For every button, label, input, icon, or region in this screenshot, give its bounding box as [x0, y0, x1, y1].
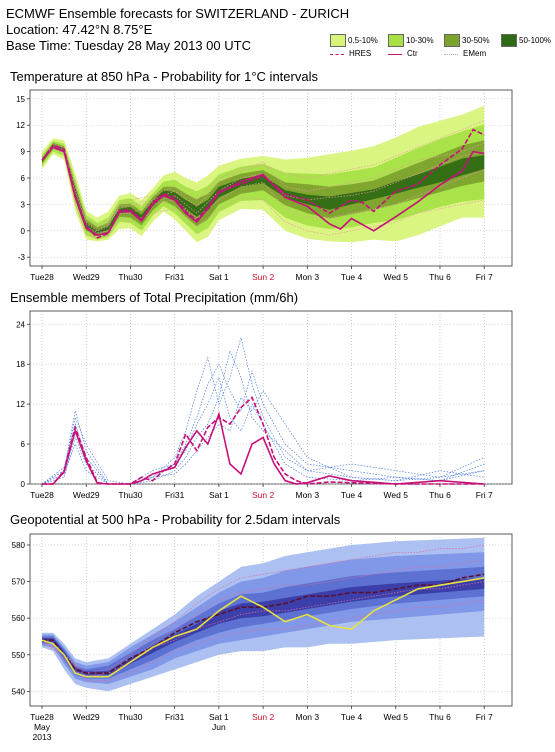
x-tick-label: Tue28 — [30, 712, 54, 722]
y-tick-label: 550 — [12, 651, 26, 660]
ensemble-member-line — [41, 599, 485, 681]
legend-label-2: 30-50% — [462, 36, 490, 45]
legend: 0.5-10% 10-30% 30-50% 50-100% HRES Ctr E… — [330, 34, 555, 66]
ensemble-member-line — [41, 146, 485, 233]
series-line-ctr — [42, 411, 485, 485]
x-tick-label: Sat 1 — [209, 490, 229, 500]
panel-0: -3 0 3 6 9 12 15 Tue28 Wed29 Thu30 Fri31 Sat 1 Sun 2… — [16, 89, 513, 282]
x-tick-label: Sun 2 — [252, 712, 274, 722]
legend-swatch-2 — [444, 34, 460, 47]
x-tick-label: Mon 3 — [296, 712, 320, 722]
panel-1: 0 6 12 18 24 Tue28 Wed29 Thu30 Fri31 Sat 1 Sun 2 Mo… — [16, 310, 513, 500]
y-tick-label: -3 — [18, 253, 26, 262]
ensemble-member-line — [41, 120, 485, 232]
panel-title-temperature: Temperature at 850 hPa - Probability for… — [10, 69, 318, 84]
x-tick-label: Fri 7 — [476, 490, 493, 500]
legend-label-3: 50-100% — [519, 36, 552, 45]
probability-band-3 — [42, 577, 485, 675]
legend-emem-line — [444, 54, 458, 55]
x-tick-label: Fri31 — [165, 272, 185, 282]
y-tick-label: 6 — [21, 440, 26, 449]
x-tick-label: Fri31 — [165, 712, 185, 722]
x-sub-label: May — [34, 722, 51, 732]
chart-title: ECMWF Ensemble forecasts for SWITZERLAND… — [6, 6, 350, 21]
x-tick-label: Tue 4 — [341, 490, 363, 500]
legend-swatch-1 — [388, 34, 404, 47]
y-tick-label: 24 — [16, 320, 25, 329]
panel-2: 540 550 560 570 580 Tue28 Wed29 Thu30 Fri31 Sat 1… — [12, 533, 513, 742]
x-tick-label: Sat 1 — [209, 712, 229, 722]
ensemble-member-line — [41, 559, 485, 678]
legend-ctr-line — [388, 54, 402, 55]
legend-swatch-0 — [330, 34, 346, 47]
legend-ctr-label: Ctr — [407, 49, 418, 58]
x-tick-label: Tue 4 — [341, 272, 363, 282]
location-label: Location: 47.42°N 8.75°E — [6, 22, 153, 37]
y-tick-label: 0 — [21, 227, 26, 236]
legend-hres-line — [330, 54, 344, 55]
panel-title-geopotential: Geopotential at 500 hPa - Probability fo… — [10, 512, 341, 527]
legend-label-0: 0.5-10% — [348, 36, 378, 45]
ensemble-member-line — [41, 349, 485, 485]
legend-swatch-3 — [501, 34, 517, 47]
x-tick-label: Thu30 — [118, 490, 142, 500]
x-tick-label: Wed 5 — [384, 272, 409, 282]
x-tick-label: Fri31 — [165, 490, 185, 500]
legend-hres-label: HRES — [349, 49, 372, 58]
x-tick-label: Tue28 — [30, 490, 54, 500]
ensemble-member-line — [41, 363, 485, 485]
y-tick-label: 15 — [16, 95, 25, 104]
legend-label-1: 10-30% — [406, 36, 434, 45]
ensemble-member-line — [41, 376, 485, 485]
y-tick-label: 570 — [12, 578, 26, 587]
x-tick-label: Wed29 — [73, 712, 100, 722]
ensemble-member-line — [41, 337, 485, 485]
x-tick-label: Wed29 — [73, 490, 100, 500]
x-sub-label: Jun — [212, 722, 226, 732]
x-tick-label: Tue28 — [30, 272, 54, 282]
series-line-hres — [41, 128, 485, 239]
y-tick-label: 540 — [12, 687, 26, 696]
y-tick-label: 0 — [21, 480, 26, 489]
x-tick-label: Mon 3 — [296, 272, 320, 282]
series-line-ctr — [41, 146, 485, 237]
probability-band-2 — [42, 140, 485, 237]
base-time-label: Base Time: Tuesday 28 May 2013 00 UTC — [6, 38, 251, 53]
x-tick-label: Sun 2 — [252, 272, 274, 282]
x-tick-label: Thu 6 — [429, 712, 451, 722]
y-tick-label: 9 — [21, 148, 26, 157]
x-tick-label: Tue 4 — [341, 712, 363, 722]
x-tick-label: Thu30 — [118, 712, 142, 722]
y-tick-label: 18 — [16, 360, 25, 369]
legend-emem-label: EMem — [463, 49, 487, 58]
x-tick-label: Mon 3 — [296, 490, 320, 500]
series-line-ctr — [41, 577, 485, 678]
x-tick-label: Fri 7 — [476, 712, 493, 722]
x-tick-label: Wed 5 — [384, 712, 409, 722]
x-tick-label: Sat 1 — [209, 272, 229, 282]
y-tick-label: 3 — [21, 200, 26, 209]
x-tick-label: Wed29 — [73, 272, 100, 282]
y-tick-label: 580 — [12, 541, 26, 550]
ensemble-member-line — [41, 144, 485, 232]
series-line-hres — [42, 573, 485, 674]
x-tick-label: Thu 6 — [429, 272, 451, 282]
y-tick-label: 560 — [12, 614, 26, 623]
panel-title-precipitation: Ensemble members of Total Precipitation … — [10, 290, 299, 305]
x-tick-label: Sun 2 — [252, 490, 274, 500]
y-tick-label: 12 — [16, 400, 25, 409]
ensemble-member-line — [41, 544, 485, 674]
y-tick-label: 6 — [21, 174, 26, 183]
x-sub-label: 2013 — [33, 732, 52, 742]
x-tick-label: Thu30 — [118, 272, 142, 282]
x-tick-label: Thu 6 — [429, 490, 451, 500]
y-tick-label: 12 — [16, 121, 25, 130]
x-tick-label: Wed 5 — [384, 490, 409, 500]
x-tick-label: Fri 7 — [476, 272, 493, 282]
